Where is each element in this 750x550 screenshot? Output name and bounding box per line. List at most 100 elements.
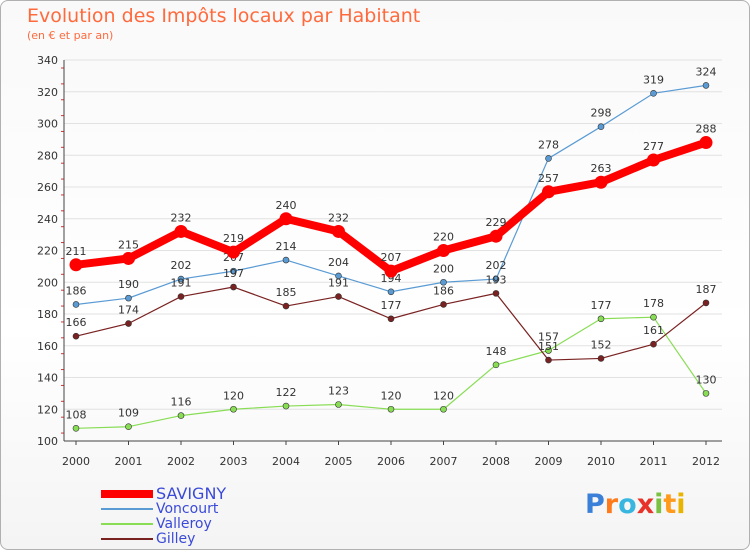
data-point-savigny: [437, 244, 450, 257]
y-tick-label: 320: [37, 86, 58, 99]
data-point-valleroy: [702, 390, 710, 397]
data-point-voncourt: [440, 278, 447, 286]
data-label: 220: [433, 231, 454, 244]
data-label: 130: [696, 373, 717, 386]
data-label: 122: [276, 386, 297, 399]
data-label: 214: [276, 240, 297, 253]
x-tick-label: 2006: [377, 455, 405, 468]
data-label: 257: [538, 172, 559, 185]
data-point-valleroy: [387, 405, 395, 413]
data-point-valleroy: [125, 423, 132, 431]
legend-label: Gilley: [156, 530, 196, 547]
logo-letter: P: [585, 489, 605, 520]
data-point-voncourt: [230, 267, 237, 275]
x-tick-label: 2001: [115, 455, 143, 468]
y-tick-label: 340: [37, 54, 58, 67]
data-label: 116: [171, 396, 192, 409]
data-label: 161: [643, 324, 664, 337]
data-point-valleroy: [545, 347, 552, 354]
data-point-valleroy: [335, 401, 342, 408]
data-point-valleroy: [440, 405, 447, 413]
y-tick-label: 180: [37, 308, 58, 321]
data-label: 263: [591, 162, 612, 175]
data-point-voncourt: [72, 301, 80, 308]
data-label: 232: [328, 211, 349, 224]
data-point-savigny: [174, 224, 188, 238]
data-label: 232: [171, 211, 192, 224]
data-label: 177: [591, 299, 612, 312]
data-point-savigny: [69, 258, 83, 272]
data-point-savigny: [384, 264, 398, 278]
data-label: 197: [223, 267, 244, 280]
data-label: 152: [591, 338, 612, 351]
legend-label: Valleroy: [156, 515, 212, 532]
data-point-voncourt: [125, 294, 132, 302]
data-label: 191: [328, 277, 349, 290]
y-tick-label: 240: [37, 213, 58, 226]
data-label: 278: [538, 138, 559, 151]
data-point-voncourt: [282, 256, 290, 264]
data-point-savigny: [594, 175, 608, 189]
data-point-voncourt: [335, 272, 342, 280]
legend-label: SAVIGNY: [156, 484, 227, 503]
legend-item-savigny: SAVIGNY: [101, 484, 227, 503]
x-tick-label: 2011: [640, 455, 668, 468]
data-label: 185: [276, 286, 297, 299]
x-tick-label: 2000: [62, 455, 90, 468]
chart-legend: SAVIGNY Voncourt Valleroy Gilley: [101, 484, 227, 547]
chart-title: Evolution des Impôts locaux par Habitant: [27, 5, 421, 27]
data-point-voncourt: [545, 155, 552, 162]
x-tick-label: 2005: [325, 455, 353, 468]
x-tick-label: 2012: [692, 455, 720, 468]
data-label: 202: [486, 259, 507, 272]
x-tick-label: 2003: [220, 455, 248, 468]
data-point-valleroy: [650, 313, 657, 321]
data-label: 240: [276, 199, 297, 212]
data-point-valleroy: [597, 315, 605, 323]
x-tick-label: 2010: [587, 455, 615, 468]
data-label: 229: [486, 216, 507, 229]
data-label: 186: [433, 284, 454, 297]
data-label: 120: [433, 389, 454, 402]
data-point-savigny: [542, 185, 555, 199]
y-tick-label: 160: [37, 340, 58, 353]
data-point-gilley: [387, 315, 395, 323]
data-point-savigny: [227, 245, 240, 259]
data-label: 166: [66, 316, 87, 329]
data-label: 157: [538, 331, 559, 344]
data-point-gilley: [177, 293, 185, 300]
data-label: 204: [328, 256, 349, 269]
data-point-savigny: [699, 136, 713, 150]
data-point-voncourt: [650, 90, 657, 97]
data-label: 108: [66, 408, 87, 421]
y-tick-label: 220: [37, 245, 58, 258]
data-point-valleroy: [230, 405, 237, 413]
data-label: 174: [118, 304, 139, 317]
data-point-valleroy: [282, 402, 290, 410]
data-point-gilley: [702, 299, 710, 307]
data-label: 202: [171, 259, 192, 272]
data-point-valleroy: [492, 361, 500, 369]
data-label: 177: [381, 299, 402, 312]
data-point-gilley: [545, 356, 552, 364]
legend-label: Voncourt: [156, 500, 219, 517]
data-label: 298: [591, 107, 612, 120]
data-label: 194: [381, 272, 402, 285]
y-tick-label: 100: [37, 435, 58, 448]
legend-item-gilley: Gilley: [101, 530, 226, 547]
legend-swatch: [101, 537, 153, 540]
data-label: 207: [381, 251, 402, 264]
data-label: 190: [118, 278, 139, 291]
y-tick-label: 200: [37, 276, 58, 289]
x-tick-label: 2007: [430, 455, 458, 468]
data-point-voncourt: [702, 82, 710, 89]
data-point-gilley: [125, 320, 132, 327]
data-label: 324: [696, 65, 717, 78]
y-tick-label: 280: [37, 149, 58, 162]
data-label: 187: [696, 283, 717, 296]
data-label: 109: [118, 407, 139, 420]
data-point-gilley: [282, 302, 290, 310]
data-label: 215: [118, 238, 139, 251]
logo-letter: x: [636, 489, 655, 520]
